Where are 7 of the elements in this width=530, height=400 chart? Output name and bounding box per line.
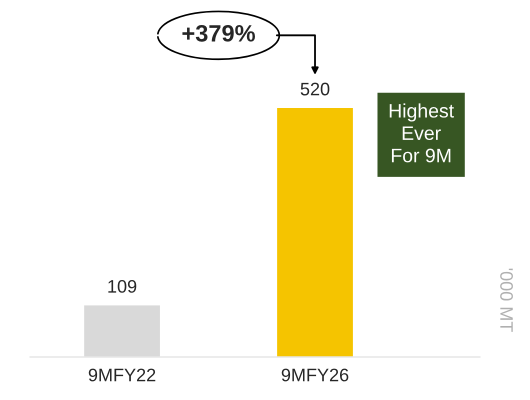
x-tick-label: 9MFY22 (88, 368, 156, 382)
y-axis-title: '000 MT (500, 268, 513, 332)
text: +379% (182, 24, 255, 42)
annotation: Highest Ever For 9M (390, 103, 454, 162)
x-tick-label: 9MFY26 (282, 368, 348, 382)
data-label: 109 (108, 280, 136, 293)
data-label: 520 (300, 82, 330, 96)
